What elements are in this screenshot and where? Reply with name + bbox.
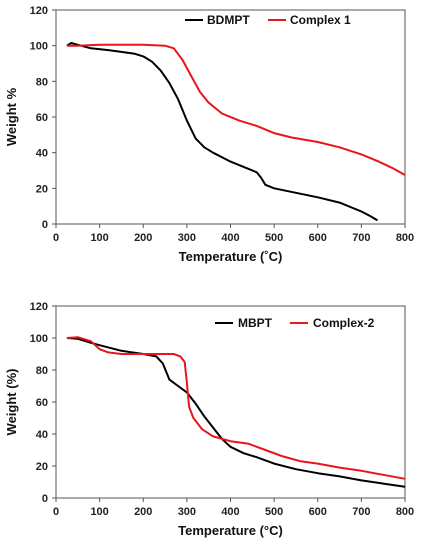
x-tick-label: 800 (396, 232, 414, 244)
series-line-complex-2 (66, 336, 406, 480)
legend-label: Complex 1 (290, 13, 351, 27)
y-tick-label: 40 (36, 148, 48, 160)
y-axis-label: Weight % (4, 87, 19, 146)
x-tick-label: 0 (53, 232, 59, 244)
x-tick-label: 700 (352, 232, 370, 244)
series-line-bdmpt (66, 42, 379, 222)
y-tick-label: 20 (36, 461, 48, 473)
x-axis-label: Temperature (˚C) (179, 249, 283, 264)
x-tick-label: 500 (265, 232, 283, 244)
x-tick-label: 300 (178, 506, 196, 518)
x-tick-label: 400 (221, 506, 239, 518)
y-tick-label: 60 (36, 112, 48, 124)
x-tick-label: 700 (352, 506, 370, 518)
x-tick-label: 200 (134, 232, 152, 244)
x-tick-label: 600 (309, 232, 327, 244)
legend-label: BDMPT (207, 13, 250, 27)
y-tick-label: 100 (30, 41, 48, 53)
y-tick-label: 0 (42, 493, 48, 505)
x-tick-label: 100 (90, 232, 108, 244)
legend-label: Complex-2 (313, 316, 375, 330)
y-tick-label: 80 (36, 365, 48, 377)
y-axis-label: Weight (%) (4, 369, 19, 436)
x-tick-label: 500 (265, 506, 283, 518)
chart-1: 0 20 40 60 80 100 120 0 100 200 300 400 500 600 700 800… (4, 5, 414, 264)
legend: MBPT Complex-2 (215, 316, 375, 330)
chart-2: 0 20 40 60 80 100 120 0 100 200 300 400 500 600 700 800… (4, 301, 414, 538)
legend-label: MBPT (238, 316, 273, 330)
y-tick-label: 100 (30, 333, 48, 345)
y-tick-label: 60 (36, 397, 48, 409)
series-line-complex-1 (66, 43, 406, 176)
y-tick-label: 20 (36, 183, 48, 195)
x-tick-label: 600 (309, 506, 327, 518)
y-tick-label: 80 (36, 76, 48, 88)
x-tick-label: 300 (178, 232, 196, 244)
y-tick-label: 120 (30, 5, 48, 17)
x-tick-label: 400 (221, 232, 239, 244)
y-tick-label: 0 (42, 219, 48, 231)
x-tick-label: 100 (90, 506, 108, 518)
x-axis-label: Temperature (°C) (178, 523, 283, 538)
y-tick-label: 120 (30, 301, 48, 313)
y-tick-label: 40 (36, 429, 48, 441)
x-tick-label: 0 (53, 506, 59, 518)
legend: BDMPT Complex 1 (185, 13, 351, 27)
series-line-mbpt (66, 337, 406, 488)
x-tick-label: 800 (396, 506, 414, 518)
x-tick-label: 200 (134, 506, 152, 518)
